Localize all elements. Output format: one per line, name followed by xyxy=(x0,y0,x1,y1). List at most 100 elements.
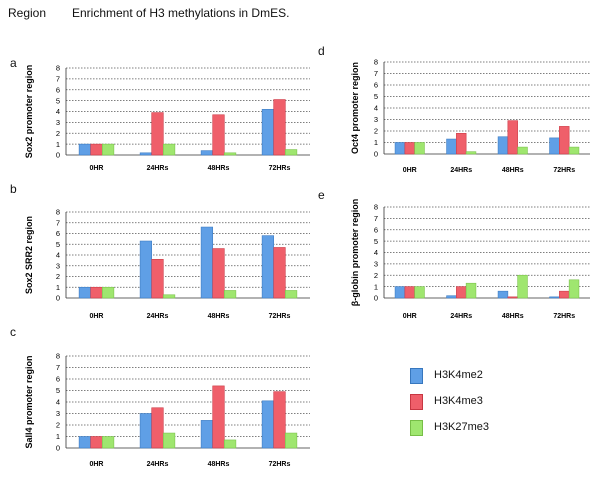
y-axis-label: Sall4 promoter region xyxy=(24,355,34,448)
bar-h3k27me3-24hrs xyxy=(465,282,477,299)
bar-h3k27me3-48hrs xyxy=(223,439,237,449)
panel-letter-e: e xyxy=(318,188,325,202)
y-tick-label: 3 xyxy=(56,261,60,270)
y-tick-label: 5 xyxy=(56,240,60,249)
bar-h3k4me2-48hrs xyxy=(497,290,509,299)
x-category-label: 72HRs xyxy=(553,313,575,320)
y-tick-label: 6 xyxy=(56,229,60,238)
bar-h3k4me3-48hrs xyxy=(212,114,225,156)
panel-letter-c: c xyxy=(10,325,16,339)
y-tick-label: 7 xyxy=(56,75,60,84)
bar-h3k27me3-48hrs xyxy=(517,274,528,299)
y-tick-label: 0 xyxy=(56,444,60,453)
x-category-label: 24HRs xyxy=(450,167,472,174)
y-tick-label: 3 xyxy=(56,118,60,127)
y-tick-label: 1 xyxy=(56,283,60,292)
y-tick-label: 4 xyxy=(56,107,60,116)
page-title: Enrichment of H3 methylations in DmES. xyxy=(72,6,290,20)
y-tick-label: 0 xyxy=(374,294,378,303)
x-category-label: 0HR xyxy=(403,167,417,174)
x-category-label: 24HRs xyxy=(147,313,169,320)
y-tick-label: 4 xyxy=(374,104,378,113)
y-axis-label: Sox2 promoter region xyxy=(24,65,34,159)
y-tick-label: 0 xyxy=(56,294,60,303)
bar-h3k27me3-48hrs xyxy=(517,146,528,155)
x-category-label: 0HR xyxy=(89,165,103,172)
y-tick-label: 7 xyxy=(374,214,378,223)
y-tick-label: 6 xyxy=(56,85,60,94)
x-category-label: 0HR xyxy=(89,461,103,468)
panel-letter-d: d xyxy=(318,44,325,58)
x-category-label: 24HRs xyxy=(450,313,472,320)
y-tick-label: 0 xyxy=(374,150,378,159)
bar-h3k4me3-48hrs xyxy=(212,248,225,299)
y-tick-label: 2 xyxy=(374,271,378,280)
y-axis-label: Sox2 SRR2 region xyxy=(24,216,34,294)
bar-h3k27me3-72hrs xyxy=(284,149,298,156)
y-tick-label: 3 xyxy=(56,409,60,418)
legend-swatch xyxy=(410,420,423,436)
region-label: Region xyxy=(8,6,47,20)
y-tick-label: 8 xyxy=(374,58,378,67)
x-category-label: 72HRs xyxy=(553,167,575,174)
bar-h3k4me3-48hrs xyxy=(212,385,225,449)
bar-h3k4me2-0hr xyxy=(394,286,406,299)
x-category-label: 48HRs xyxy=(208,461,230,468)
bar-h3k4me3-72hrs xyxy=(559,126,570,155)
x-category-label: 72HRs xyxy=(269,461,291,468)
x-category-label: 48HRs xyxy=(502,313,524,320)
bar-h3k27me3-0hr xyxy=(414,142,425,155)
bar-h3k27me3-0hr xyxy=(101,143,115,156)
bar-h3k4me3-48hrs xyxy=(507,120,518,155)
y-tick-label: 5 xyxy=(56,386,60,395)
bar-h3k4me3-48hrs xyxy=(507,296,518,299)
bar-h3k27me3-0hr xyxy=(414,286,425,299)
y-tick-label: 8 xyxy=(56,352,60,361)
y-tick-label: 8 xyxy=(56,64,60,73)
bar-h3k4me3-0hr xyxy=(404,286,415,299)
y-tick-label: 1 xyxy=(374,138,378,147)
bar-h3k27me3-0hr xyxy=(101,286,115,299)
y-tick-label: 5 xyxy=(374,92,378,101)
bar-h3k4me3-24hrs xyxy=(456,133,467,155)
x-category-label: 72HRs xyxy=(269,165,291,172)
y-tick-label: 2 xyxy=(374,127,378,136)
y-tick-label: 3 xyxy=(374,115,378,124)
legend-label: H3K4me3 xyxy=(434,395,483,407)
bar-h3k27me3-48hrs xyxy=(223,290,237,299)
bar-h3k4me3-24hrs xyxy=(151,258,164,299)
y-tick-label: 7 xyxy=(374,69,378,78)
y-tick-label: 4 xyxy=(56,398,60,407)
y-tick-label: 5 xyxy=(374,237,378,246)
legend-swatch xyxy=(410,394,423,410)
y-axis-label: β-globin promoter region xyxy=(350,199,360,307)
bar-h3k27me3-24hrs xyxy=(162,294,176,299)
y-tick-label: 7 xyxy=(56,218,60,227)
bar-h3k4me2-72hrs xyxy=(549,296,560,299)
y-tick-label: 3 xyxy=(374,260,378,269)
bar-h3k4me2-24hrs xyxy=(446,295,457,299)
y-tick-label: 8 xyxy=(374,203,378,212)
bar-h3k27me3-24hrs xyxy=(465,151,477,155)
y-tick-label: 4 xyxy=(374,248,378,257)
x-category-label: 48HRs xyxy=(208,165,230,172)
y-axis-label: Oct4 promoter region xyxy=(350,62,360,154)
bar-h3k27me3-72hrs xyxy=(284,432,298,449)
bar-h3k27me3-24hrs xyxy=(162,432,176,449)
bar-h3k4me3-24hrs xyxy=(151,112,164,156)
panel-letter-a: a xyxy=(10,56,17,70)
bar-h3k4me3-72hrs xyxy=(559,290,570,299)
legend-swatch xyxy=(410,368,423,384)
bar-h3k27me3-0hr xyxy=(101,436,115,449)
bar-h3k4me3-24hrs xyxy=(151,407,164,449)
x-category-label: 24HRs xyxy=(147,165,169,172)
x-category-label: 48HRs xyxy=(208,313,230,320)
y-tick-label: 1 xyxy=(56,432,60,441)
y-tick-label: 6 xyxy=(374,225,378,234)
x-category-label: 0HR xyxy=(89,313,103,320)
